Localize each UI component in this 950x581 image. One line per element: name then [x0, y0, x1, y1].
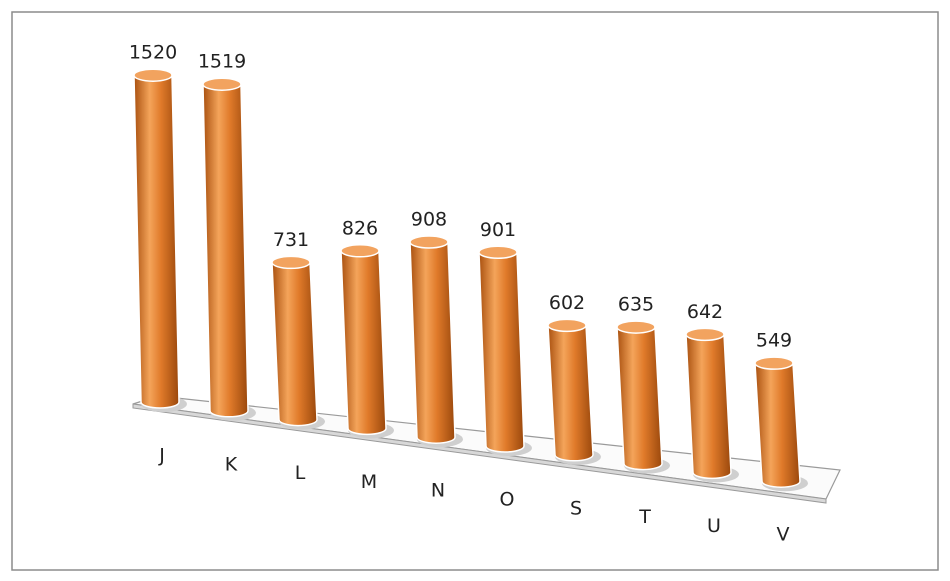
bar: [547, 318, 601, 465]
data-label: 1520: [129, 42, 177, 64]
bar-body: [133, 74, 180, 409]
bar-top: [547, 318, 587, 333]
bar-top: [616, 320, 656, 334]
bar-top: [409, 235, 449, 249]
x-tick-label: K: [225, 453, 238, 475]
data-label: 901: [480, 219, 516, 241]
bar-body: [616, 326, 663, 471]
bar-top: [478, 245, 518, 260]
bar: [271, 255, 325, 430]
data-label: 635: [618, 294, 654, 316]
data-label: 1519: [198, 51, 246, 73]
bar: [340, 244, 394, 439]
data-label: 549: [756, 330, 792, 352]
x-tick-label: S: [570, 497, 582, 519]
bar: [133, 68, 187, 412]
x-tick-label: T: [638, 506, 651, 528]
bar: [409, 235, 463, 448]
bar-body: [409, 241, 456, 444]
bar-body: [340, 250, 387, 436]
x-tick-label: N: [431, 480, 445, 502]
data-label: 826: [342, 217, 378, 239]
bar: [754, 356, 808, 492]
x-tick-label: M: [361, 471, 377, 493]
bar-top: [754, 356, 794, 370]
x-tick-label: J: [158, 445, 165, 467]
x-tick-label: L: [295, 462, 306, 484]
bar: [616, 320, 670, 474]
bar-top: [685, 327, 725, 342]
data-label: 602: [549, 292, 585, 314]
x-tick-label: O: [500, 489, 515, 511]
bar-body: [478, 251, 525, 453]
x-tick-label: V: [777, 524, 790, 546]
x-tick-label: U: [707, 515, 721, 537]
bar-top: [271, 255, 311, 270]
bar-body: [685, 333, 732, 480]
bar-top: [202, 77, 242, 91]
bar-top: [133, 68, 173, 82]
bar-body: [547, 324, 594, 462]
bar: [685, 327, 739, 483]
data-label: 731: [273, 229, 309, 251]
bar-body: [202, 83, 249, 418]
bar: [202, 77, 256, 421]
bar-top: [340, 244, 380, 258]
data-label: 642: [687, 301, 723, 323]
bar: [478, 245, 532, 456]
bar-body: [271, 261, 318, 427]
bar-body: [754, 362, 801, 488]
data-label: 908: [411, 208, 447, 230]
